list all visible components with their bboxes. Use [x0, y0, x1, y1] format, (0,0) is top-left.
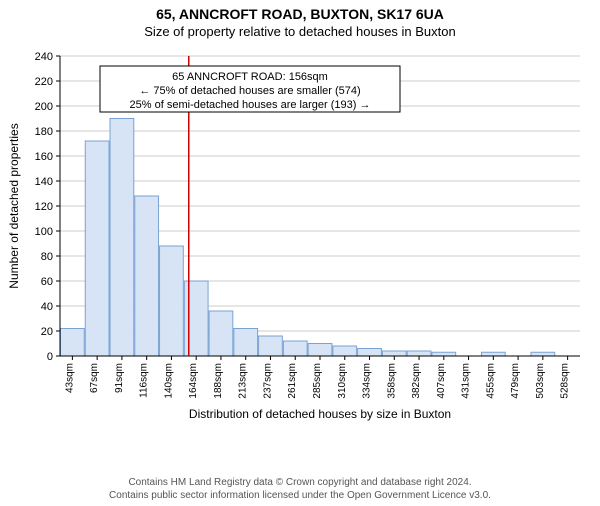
svg-text:67sqm: 67sqm	[89, 363, 100, 393]
svg-text:100: 100	[35, 226, 53, 238]
svg-text:237sqm: 237sqm	[262, 363, 273, 399]
svg-text:Number of detached properties: Number of detached properties	[7, 123, 21, 288]
svg-text:Distribution of detached house: Distribution of detached houses by size …	[189, 407, 451, 421]
svg-text:334sqm: 334sqm	[362, 363, 373, 399]
svg-text:← 75% of detached houses are s: ← 75% of detached houses are smaller (57…	[139, 85, 360, 97]
svg-text:261sqm: 261sqm	[287, 363, 298, 399]
footer-line-2: Contains public sector information licen…	[0, 489, 600, 502]
svg-text:91sqm: 91sqm	[114, 363, 125, 393]
svg-text:455sqm: 455sqm	[485, 363, 496, 399]
svg-text:60: 60	[41, 276, 53, 288]
histogram-chart: 0 20 40 60 80 100 120 140 160 180 200 220 240 43sqm 67…	[0, 46, 600, 446]
svg-text:164sqm: 164sqm	[188, 363, 199, 399]
svg-text:240: 240	[35, 51, 53, 63]
svg-text:200: 200	[35, 101, 53, 113]
footer-attribution: Contains HM Land Registry data © Crown c…	[0, 476, 600, 502]
svg-text:25% of semi-detached houses ar: 25% of semi-detached houses are larger (…	[130, 99, 371, 111]
svg-text:503sqm: 503sqm	[535, 363, 546, 399]
svg-text:213sqm: 213sqm	[238, 363, 249, 399]
svg-text:220: 220	[35, 76, 53, 88]
svg-text:407sqm: 407sqm	[436, 363, 447, 399]
svg-text:160: 160	[35, 151, 53, 163]
svg-text:180: 180	[35, 126, 53, 138]
svg-text:479sqm: 479sqm	[510, 363, 521, 399]
svg-text:120: 120	[35, 201, 53, 213]
svg-text:43sqm: 43sqm	[64, 363, 75, 393]
svg-text:285sqm: 285sqm	[312, 363, 323, 399]
footer-line-1: Contains HM Land Registry data © Crown c…	[0, 476, 600, 489]
svg-text:382sqm: 382sqm	[411, 363, 422, 399]
page-title: 65, ANNCROFT ROAD, BUXTON, SK17 6UA	[0, 6, 600, 22]
svg-text:65 ANNCROFT ROAD: 156sqm: 65 ANNCROFT ROAD: 156sqm	[172, 71, 328, 83]
svg-text:188sqm: 188sqm	[213, 363, 224, 399]
svg-text:40: 40	[41, 301, 53, 313]
svg-text:528sqm: 528sqm	[560, 363, 571, 399]
svg-text:0: 0	[47, 351, 53, 363]
svg-text:140: 140	[35, 176, 53, 188]
svg-text:358sqm: 358sqm	[386, 363, 397, 399]
svg-text:431sqm: 431sqm	[461, 363, 472, 399]
svg-text:80: 80	[41, 251, 53, 263]
svg-text:140sqm: 140sqm	[163, 363, 174, 399]
page-subtitle: Size of property relative to detached ho…	[0, 24, 600, 39]
svg-text:310sqm: 310sqm	[337, 363, 348, 399]
chart-container: 0 20 40 60 80 100 120 140 160 180 200 220 240 43sqm 67…	[0, 46, 600, 446]
svg-text:20: 20	[41, 326, 53, 338]
svg-text:116sqm: 116sqm	[139, 363, 150, 398]
